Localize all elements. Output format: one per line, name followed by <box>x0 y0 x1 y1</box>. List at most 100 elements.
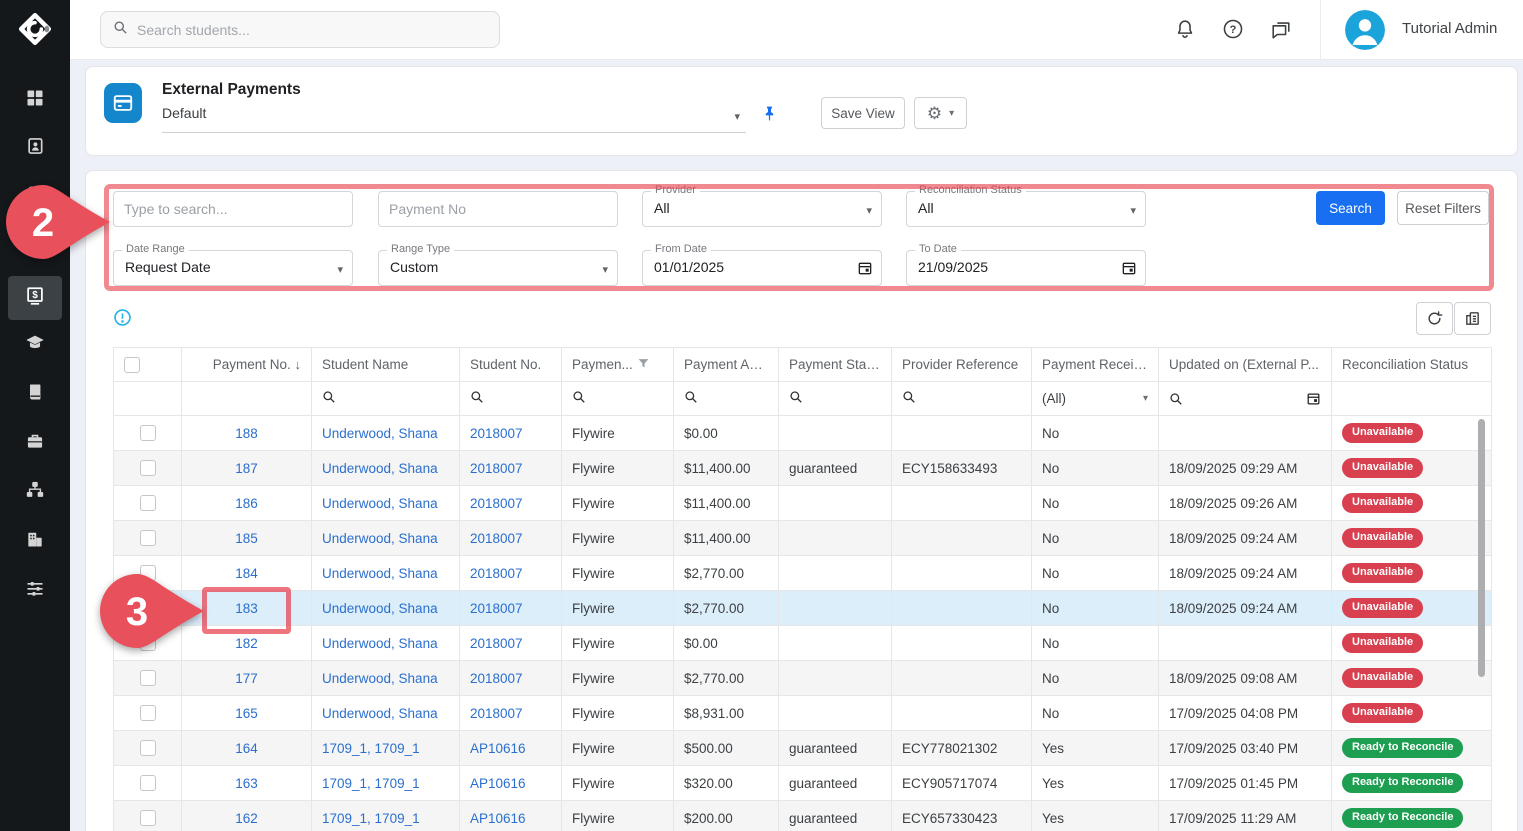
from-date-field[interactable]: From Date 01/01/2025 <box>642 243 882 286</box>
student-no-link[interactable]: AP10616 <box>470 775 526 791</box>
app-logo[interactable] <box>0 0 70 58</box>
student-name-link[interactable]: Underwood, Shana <box>322 705 438 721</box>
student-name-link[interactable]: 1709_1, 1709_1 <box>322 810 420 826</box>
payment-no-link[interactable]: 182 <box>235 635 258 651</box>
filter-payment-status[interactable] <box>778 381 892 416</box>
row-checkbox[interactable] <box>139 460 156 477</box>
sidebar-item-dashboard[interactable] <box>8 78 62 122</box>
row-checkbox[interactable] <box>139 670 156 687</box>
payment-no-link[interactable]: 164 <box>235 740 258 756</box>
calendar-icon[interactable] <box>1121 260 1137 279</box>
student-no-link[interactable]: 2018007 <box>470 460 523 476</box>
payment-no-link[interactable]: 183 <box>235 600 258 616</box>
select-all-checkbox[interactable] <box>124 356 140 373</box>
payment-no-link[interactable]: 187 <box>235 460 258 476</box>
row-checkbox[interactable] <box>139 530 156 547</box>
payment-no-link[interactable]: 184 <box>235 565 258 581</box>
student-name-link[interactable]: Underwood, Shana <box>322 530 438 546</box>
student-no-link[interactable]: 2018007 <box>470 425 523 441</box>
student-no-link[interactable]: 2018007 <box>470 600 523 616</box>
sidebar-item-hidden-a[interactable] <box>8 175 62 219</box>
filter-payment-received[interactable]: (All) ▾ <box>1031 381 1159 416</box>
student-name-link[interactable]: 1709_1, 1709_1 <box>322 740 420 756</box>
student-name-link[interactable]: Underwood, Shana <box>322 565 438 581</box>
view-selector[interactable]: Default ▾ <box>162 105 746 133</box>
student-name-link[interactable]: Underwood, Shana <box>322 460 438 476</box>
col-provider-reference[interactable]: Provider Reference <box>891 347 1032 382</box>
table-row[interactable]: 162 1709_1, 1709_1 AP10616 Flywire $200.… <box>113 800 1492 831</box>
sidebar-item-academics[interactable] <box>8 323 62 367</box>
row-checkbox[interactable] <box>139 495 156 512</box>
col-payment-amount[interactable]: Payment Amou... <box>673 347 779 382</box>
student-name-link[interactable]: Underwood, Shana <box>322 495 438 511</box>
row-checkbox[interactable] <box>139 600 156 617</box>
sidebar-item-payments[interactable]: $ <box>8 276 62 320</box>
student-name-link[interactable]: Underwood, Shana <box>322 600 438 616</box>
col-payment-no[interactable]: Payment No. ↓ <box>181 347 312 382</box>
payment-no-link[interactable]: 188 <box>235 425 258 441</box>
reconciliation-status-select[interactable]: Reconciliation Status All ▾ <box>906 184 1146 227</box>
row-checkbox[interactable] <box>139 775 156 792</box>
table-row[interactable]: 177 Underwood, Shana 2018007 Flywire $2,… <box>113 660 1492 696</box>
reset-filters-button[interactable]: Reset Filters <box>1397 191 1489 225</box>
sidebar-item-contacts[interactable] <box>8 126 62 170</box>
info-icon[interactable] <box>113 308 132 332</box>
col-payment-method[interactable]: Paymen... <box>561 347 674 382</box>
help-icon[interactable]: ? <box>1222 18 1246 42</box>
to-date-field[interactable]: To Date 21/09/2025 <box>906 243 1146 286</box>
table-row[interactable]: 187 Underwood, Shana 2018007 Flywire $11… <box>113 450 1492 486</box>
table-row[interactable]: 184 Underwood, Shana 2018007 Flywire $2,… <box>113 555 1492 591</box>
filter-student-name[interactable] <box>311 381 460 416</box>
table-row[interactable]: 186 Underwood, Shana 2018007 Flywire $11… <box>113 485 1492 521</box>
table-row[interactable]: 164 1709_1, 1709_1 AP10616 Flywire $500.… <box>113 730 1492 766</box>
avatar[interactable] <box>1345 10 1385 50</box>
filter-payment-amount[interactable] <box>673 381 779 416</box>
date-range-select[interactable]: Date Range Request Date ▾ <box>113 243 353 286</box>
table-row[interactable]: 165 Underwood, Shana 2018007 Flywire $8,… <box>113 695 1492 731</box>
student-name-link[interactable]: Underwood, Shana <box>322 425 438 441</box>
filter-student-no[interactable] <box>459 381 562 416</box>
row-checkbox[interactable] <box>139 565 156 582</box>
payment-no-link[interactable]: 177 <box>235 670 258 686</box>
table-row[interactable]: 188 Underwood, Shana 2018007 Flywire $0.… <box>113 415 1492 451</box>
table-row[interactable]: 185 Underwood, Shana 2018007 Flywire $11… <box>113 520 1492 556</box>
col-payment-status[interactable]: Payment Statu... <box>778 347 892 382</box>
student-no-link[interactable]: 2018007 <box>470 635 523 651</box>
filter-payment-no-input[interactable] <box>378 191 618 227</box>
save-view-button[interactable]: Save View <box>821 97 905 129</box>
student-no-link[interactable]: AP10616 <box>470 810 526 826</box>
search-button[interactable]: Search <box>1316 191 1385 225</box>
col-student-no[interactable]: Student No. <box>459 347 562 382</box>
filter-provider-reference[interactable] <box>891 381 1032 416</box>
refresh-button[interactable] <box>1416 302 1453 335</box>
filter-payment-method[interactable] <box>561 381 674 416</box>
filter-search-input[interactable] <box>113 191 353 227</box>
sidebar-item-jobs[interactable] <box>8 421 62 465</box>
student-name-link[interactable]: Underwood, Shana <box>322 635 438 651</box>
calendar-icon[interactable] <box>857 260 873 279</box>
sidebar-item-organisation[interactable] <box>8 519 62 563</box>
sidebar-item-settings[interactable] <box>8 568 62 612</box>
payment-no-link[interactable]: 165 <box>235 705 258 721</box>
col-reconciliation-status[interactable]: Reconciliation Status <box>1331 347 1492 382</box>
sidebar-item-hidden-b[interactable] <box>8 224 62 268</box>
copy-button[interactable] <box>1454 302 1491 335</box>
user-name[interactable]: Tutorial Admin <box>1402 20 1498 37</box>
col-student-name[interactable]: Student Name <box>311 347 460 382</box>
student-no-link[interactable]: 2018007 <box>470 495 523 511</box>
student-search-input[interactable] <box>137 21 477 38</box>
table-row[interactable]: 183 Underwood, Shana 2018007 Flywire $2,… <box>113 590 1492 626</box>
payment-no-link[interactable]: 186 <box>235 495 258 511</box>
table-scrollbar[interactable] <box>1478 419 1485 677</box>
chat-icon[interactable] <box>1270 18 1294 42</box>
payment-no-link[interactable]: 162 <box>235 810 258 826</box>
notifications-bell-icon[interactable] <box>1174 18 1198 42</box>
provider-select[interactable]: Provider All ▾ <box>642 184 882 227</box>
student-no-link[interactable]: 2018007 <box>470 670 523 686</box>
global-search[interactable] <box>100 11 500 48</box>
sidebar-item-courses[interactable] <box>8 372 62 416</box>
range-type-select[interactable]: Range Type Custom ▾ <box>378 243 618 286</box>
row-checkbox[interactable] <box>139 635 156 652</box>
row-checkbox[interactable] <box>139 425 156 442</box>
table-row[interactable]: 163 1709_1, 1709_1 AP10616 Flywire $320.… <box>113 765 1492 801</box>
